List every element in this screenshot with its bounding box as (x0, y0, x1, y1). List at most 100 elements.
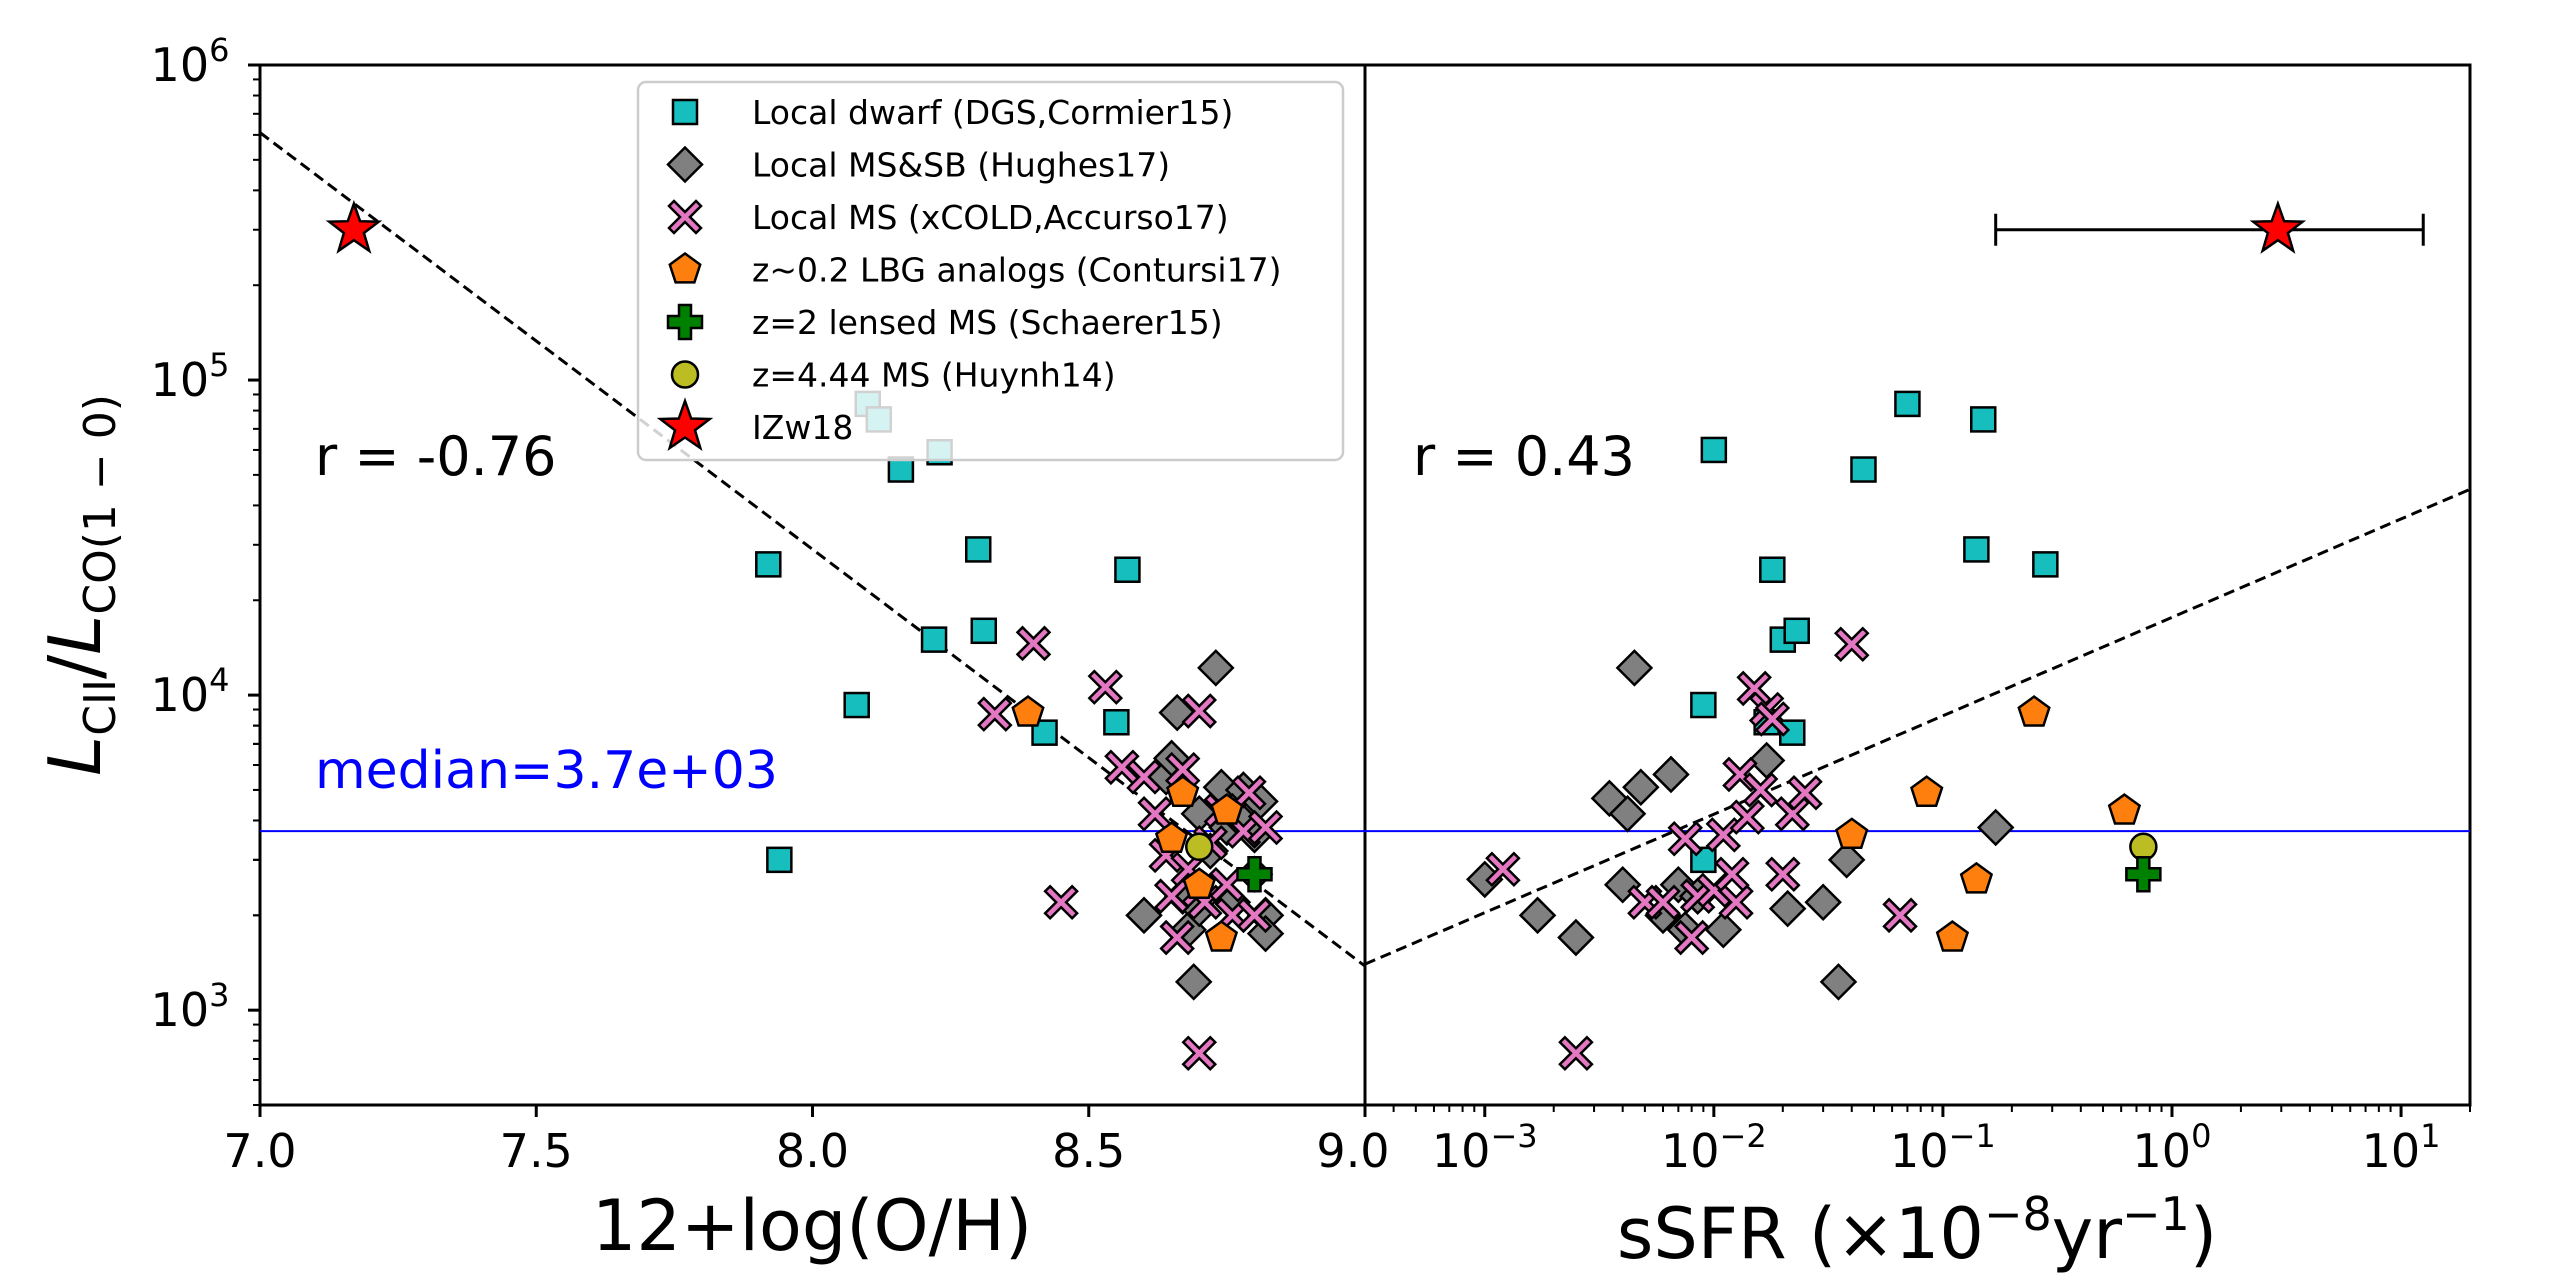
point-dgs-right (1700, 436, 1728, 464)
point-hughes-right (1622, 768, 1660, 807)
point-dgs-left (843, 691, 870, 719)
point-schaerer-right (2125, 856, 2162, 893)
point-xcold-left (1104, 749, 1140, 786)
axis-ticks: 103 104 105 106 7.0 7.5 8.0 8.5 9.0 10−3 10−2 10−1 1… (151, 31, 2471, 1178)
x-tick-label-left: 8.5 (1052, 1124, 1125, 1178)
point-lbg-right (1910, 775, 1944, 807)
point-dgs-right (1963, 536, 1990, 563)
point-xcold-left (1236, 897, 1273, 934)
point-dgs-left (766, 846, 793, 874)
point-xcold-left (1126, 759, 1162, 795)
point-xcold-left (1164, 751, 1201, 788)
point-hughes-right (1608, 795, 1647, 833)
legend-frame (636, 80, 1345, 462)
x-tick-label-right: 100 (2133, 1117, 2212, 1178)
point-izw18-left (325, 199, 383, 254)
point-hughes-right (1819, 963, 1858, 1001)
legend-label-lbg: z~0.2 LBG analogs (Contursi17) (752, 251, 1281, 290)
x-tick-label-right: 10−2 (1661, 1117, 1767, 1178)
legend-marker-xcold (667, 199, 703, 235)
legend-label-huynh: z=4.44 MS (Huynh14) (752, 356, 1116, 395)
legend-marker-izw18 (656, 397, 714, 452)
point-xcold-left (1181, 693, 1218, 729)
point-xcold-left (1137, 796, 1173, 832)
point-dgs-right (2032, 551, 2059, 578)
legend-marker-schaerer (666, 303, 704, 341)
y-tick-label: 103 (151, 976, 230, 1037)
reference-lines (260, 131, 2470, 968)
point-xcold-left (1231, 774, 1267, 811)
point-dgs-right (1783, 617, 1810, 645)
point-xcold-right (1718, 884, 1754, 921)
y-axis-label: LCII/LCO(1 − 0) (33, 394, 126, 776)
legend-label-izw18: IZw18 (752, 408, 853, 447)
point-xcold-left (1159, 919, 1195, 956)
point-xcold-right (1787, 774, 1823, 811)
legend: Local dwarf (DGS,Cormier15) Local MS&SB (… (636, 80, 1345, 462)
point-dgs-left (970, 617, 998, 645)
legend-marker-hughes (666, 145, 704, 184)
point-dgs-left (1103, 709, 1130, 736)
x-tick-label-left: 7.5 (500, 1124, 573, 1178)
point-lbg-left (1011, 695, 1045, 727)
point-lbg-right (2017, 695, 2051, 727)
point-hughes-right (1768, 889, 1807, 928)
legend-marker-huynh (670, 360, 700, 389)
point-lbg-right (1835, 817, 1869, 850)
point-dgs-right (1690, 846, 1717, 874)
point-xcold-right (1485, 851, 1521, 888)
point-lbg-right (1959, 861, 1994, 894)
point-hughes-left (1174, 963, 1213, 1001)
point-xcold-right (1765, 856, 1801, 893)
point-hughes-right (1976, 808, 2015, 847)
legend-marker-dgs (671, 98, 699, 126)
legend-marker-lbg (668, 251, 702, 284)
point-hughes-right (1804, 883, 1842, 922)
point-dgs-left (920, 626, 948, 653)
point-lbg-left (1154, 821, 1189, 853)
x-tick-label-right: 101 (2362, 1117, 2441, 1178)
x-tick-label-left: 7.0 (223, 1124, 296, 1178)
point-hughes-right (1615, 649, 1654, 687)
point-lbg-left (1182, 867, 1216, 899)
x-tick-label-left: 9.0 (1316, 1124, 1389, 1178)
point-hughes-right (1827, 841, 1866, 879)
x-tick-label-right: 10−1 (1890, 1117, 1996, 1178)
point-xcold-right (1774, 796, 1811, 832)
point-xcold-right (1882, 897, 1918, 934)
point-hughes-left (1125, 896, 1163, 935)
point-schaerer-left (1236, 856, 1273, 893)
point-dgs-right (1894, 390, 1921, 418)
x-axis-label-left: 12+log(O/H) (592, 1185, 1032, 1267)
point-xcold-left (1247, 809, 1284, 846)
point-dgs-right (1969, 406, 1997, 433)
fit-line-left (260, 131, 1365, 968)
point-lbg-left (1204, 920, 1239, 952)
point-lbg-left (1210, 793, 1244, 825)
point-hughes-right (1704, 910, 1743, 949)
point-xcold-right (1833, 626, 1870, 663)
point-xcold-right (1729, 799, 1766, 835)
legend-label-hughes: Local MS&SB (Hughes17) (752, 146, 1170, 185)
x-tick-label-left: 8.0 (776, 1124, 849, 1178)
point-xcold-left (1015, 625, 1052, 662)
point-lbg-right (1935, 920, 1970, 952)
point-xcold-right (1645, 884, 1681, 921)
point-hughes-left (1246, 914, 1285, 953)
point-huynh-left (1185, 832, 1214, 862)
point-xcold-right (1673, 919, 1710, 956)
y-tick-label: 105 (151, 346, 230, 407)
correlation-right: r = 0.43 (1413, 425, 1635, 488)
point-xcold-left (977, 696, 1013, 732)
point-xcold-right (1558, 1035, 1594, 1071)
point-huynh-right (2129, 832, 2158, 862)
point-lbg-left (1166, 775, 1200, 807)
point-dgs-right (1850, 456, 1877, 483)
y-tick-label: 104 (151, 661, 230, 722)
point-dgs-right (1759, 556, 1786, 583)
legend-label-xcold: Local MS (xCOLD,Accurso17) (752, 198, 1229, 237)
point-xcold-right (1742, 772, 1779, 808)
fit-line-right (1365, 487, 2470, 966)
